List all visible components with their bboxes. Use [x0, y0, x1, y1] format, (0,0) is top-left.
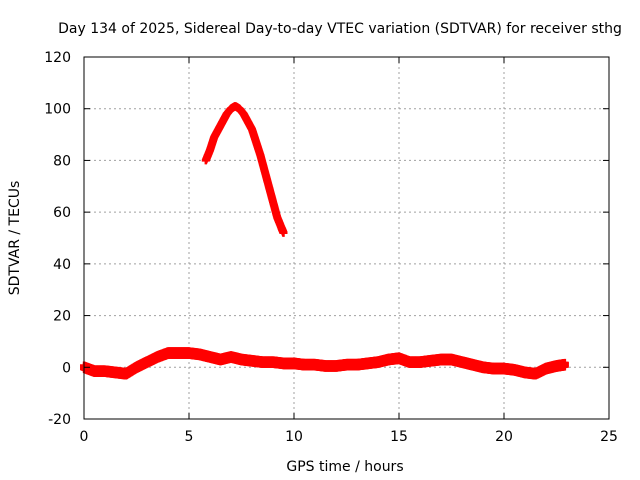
- data-point: [560, 362, 569, 371]
- x-tick-label: 15: [390, 429, 408, 445]
- y-axis-label: SDTVAR / TECUs: [7, 181, 23, 296]
- x-tick-label: 25: [600, 429, 618, 445]
- y-tick-label: 20: [53, 309, 71, 325]
- series-baseline: [80, 347, 569, 380]
- x-tick-label: 5: [185, 429, 194, 445]
- data-point: [279, 228, 288, 237]
- y-tick-label: 80: [53, 153, 71, 169]
- y-tick-label: 60: [53, 205, 71, 221]
- x-axis-label: GPS time / hours: [286, 459, 403, 475]
- series-peak: [201, 102, 288, 237]
- x-tick-label: 20: [495, 429, 513, 445]
- axis-ticks: 0 5 10 15 20 25 -20 0 20 40 60 80 100 120: [44, 50, 618, 445]
- y-tick-label: 120: [44, 50, 71, 66]
- chart-title: Day 134 of 2025, Sidereal Day-to-day VTE…: [58, 21, 622, 37]
- x-tick-label: 0: [80, 429, 89, 445]
- x-tick-label: 10: [285, 429, 303, 445]
- y-tick-label: 100: [44, 102, 71, 118]
- y-tick-label: 40: [53, 257, 71, 273]
- y-tick-label: 0: [62, 360, 71, 376]
- y-tick-label: -20: [48, 412, 71, 428]
- data-points: [80, 102, 569, 380]
- plot-area-frame: [83, 56, 610, 420]
